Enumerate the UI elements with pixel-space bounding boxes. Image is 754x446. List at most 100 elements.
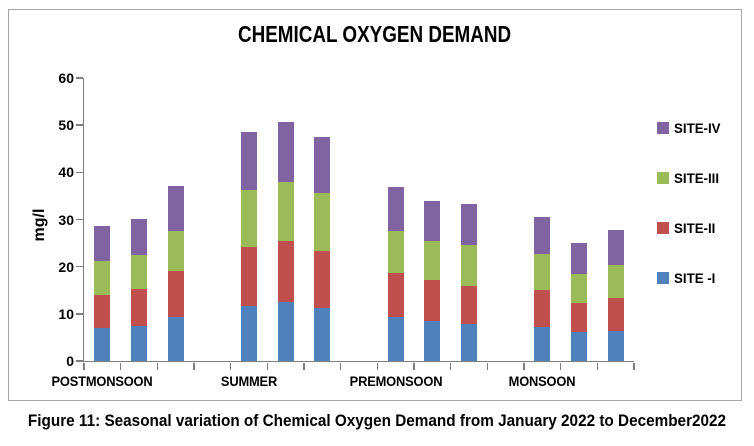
stacked-bar bbox=[131, 219, 147, 361]
x-axis-tick bbox=[266, 363, 269, 370]
bar-segment-site-iii bbox=[131, 255, 147, 289]
bar-segment-site-iv bbox=[167, 186, 184, 232]
x-axis-tick bbox=[633, 363, 635, 370]
bar-segment-site-i bbox=[167, 317, 184, 361]
bar-segment-site-ii bbox=[131, 288, 147, 326]
legend-item: SITE-III bbox=[657, 170, 723, 186]
bar-segment-site-iv bbox=[277, 122, 294, 182]
bar-segment-site-iii bbox=[277, 181, 294, 242]
bar-segment-site-i bbox=[607, 330, 624, 361]
bar-segment-site-ii bbox=[571, 303, 587, 333]
bar-segment-site-iv bbox=[131, 219, 147, 256]
legend-swatch bbox=[657, 222, 669, 234]
x-axis-tick bbox=[229, 363, 232, 370]
chart-title-text: CHEMICAL OXYGEN DEMAND bbox=[238, 21, 512, 47]
chart-title: CHEMICAL OXYGEN DEMAND bbox=[9, 21, 741, 48]
stacked-bar bbox=[94, 225, 111, 361]
x-axis-tick bbox=[486, 363, 489, 370]
legend-label: SITE -I bbox=[674, 270, 716, 286]
bar-segment-site-iii bbox=[607, 264, 624, 298]
y-tick-label: 20 bbox=[58, 258, 74, 275]
bar-segment-site-iv bbox=[607, 229, 624, 265]
category-label: MONSOON bbox=[508, 373, 576, 389]
legend-label: SITE-II bbox=[674, 220, 716, 236]
stacked-bar bbox=[571, 242, 587, 361]
stacked-bar bbox=[167, 186, 184, 361]
legend-swatch bbox=[657, 272, 669, 284]
bar-segment-site-iv bbox=[314, 136, 331, 194]
x-axis-tick bbox=[449, 363, 452, 370]
bar-segment-site-ii bbox=[461, 285, 477, 324]
bar-segment-site-i bbox=[277, 302, 294, 361]
bar-segment-site-ii bbox=[241, 246, 257, 306]
bar-segment-site-ii bbox=[277, 241, 294, 303]
y-tick-label: 60 bbox=[58, 70, 74, 86]
x-axis-tick bbox=[559, 363, 562, 370]
bar-segment-site-ii bbox=[424, 279, 441, 321]
bar-segment-site-ii bbox=[607, 297, 624, 331]
legend-swatch bbox=[657, 122, 669, 134]
bar-segment-site-iv bbox=[241, 132, 257, 190]
figure-caption: Figure 11: Seasonal variation of Chemica… bbox=[27, 411, 727, 430]
bar-segment-site-ii bbox=[387, 273, 404, 318]
bar-segment-site-iii bbox=[94, 261, 111, 296]
x-axis-tick bbox=[193, 363, 195, 370]
bar-segment-site-i bbox=[241, 305, 257, 361]
bar-segment-site-iv bbox=[461, 203, 477, 245]
legend-item: SITE -I bbox=[657, 270, 723, 286]
y-axis-tick bbox=[76, 360, 83, 362]
y-tick-label: 30 bbox=[58, 211, 74, 228]
y-tick-label: 0 bbox=[66, 353, 74, 369]
bar-segment-site-iv bbox=[424, 200, 441, 242]
stacked-bar bbox=[387, 186, 404, 361]
y-tick-label: 10 bbox=[58, 305, 74, 322]
y-axis-tick bbox=[76, 171, 83, 174]
stacked-bar bbox=[607, 229, 624, 361]
bar-segment-site-iii bbox=[387, 231, 404, 274]
bar-segment-site-ii bbox=[167, 270, 184, 318]
bar-segment-site-iv bbox=[571, 242, 587, 274]
category-label: SUMMER bbox=[220, 373, 278, 389]
x-axis-tick bbox=[83, 363, 85, 370]
stacked-bar bbox=[534, 217, 551, 361]
bar-segment-site-i bbox=[94, 328, 111, 361]
bar-segment-site-iv bbox=[94, 225, 111, 262]
stacked-bar bbox=[424, 200, 441, 361]
bar-segment-site-iii bbox=[461, 244, 477, 286]
bar-segment-site-i bbox=[424, 320, 441, 361]
bar-segment-site-iii bbox=[314, 193, 331, 251]
legend: SITE-IV SITE-III SITE-II SITE -I bbox=[657, 120, 723, 320]
bar-segment-site-iv bbox=[387, 186, 404, 232]
bar-segment-site-i bbox=[461, 323, 477, 361]
bar-segment-site-ii bbox=[94, 295, 111, 329]
bar-segment-site-ii bbox=[534, 290, 551, 328]
x-axis-tick bbox=[303, 363, 305, 370]
bar-segment-site-i bbox=[571, 332, 587, 361]
stacked-bar bbox=[461, 203, 477, 361]
category-label: PREMONSOON bbox=[349, 373, 442, 389]
category-label: POSTMONSOON bbox=[51, 373, 153, 389]
y-axis-tick bbox=[76, 77, 83, 79]
x-axis-tick bbox=[596, 363, 599, 370]
x-axis-tick bbox=[339, 363, 342, 370]
legend-item: SITE-IV bbox=[657, 120, 723, 136]
y-tick-label: 40 bbox=[58, 164, 74, 181]
y-axis-tick bbox=[76, 124, 83, 126]
x-axis-tick bbox=[413, 363, 415, 370]
legend-swatch bbox=[657, 172, 669, 184]
y-axis-tick bbox=[76, 218, 83, 221]
x-axis-tick bbox=[156, 363, 159, 370]
bar-segment-site-iii bbox=[167, 231, 184, 271]
x-axis-tick bbox=[119, 363, 122, 370]
legend-label: SITE-IV bbox=[674, 120, 721, 136]
bar-segment-site-i bbox=[314, 307, 331, 361]
stacked-bar bbox=[277, 122, 294, 361]
legend-label: SITE-III bbox=[674, 170, 720, 186]
bar-segment-site-iii bbox=[534, 253, 551, 291]
plot-area: 0 10 20 30 40 50 60 POSTMONSOON SUMMER PREMONSOON… bbox=[52, 70, 635, 389]
x-axis-tick bbox=[376, 363, 379, 370]
chart-frame: CHEMICAL OXYGEN DEMAND mg/l 0 10 20 30 40 50 6… bbox=[8, 9, 742, 401]
bar-segment-site-ii bbox=[314, 250, 331, 308]
bar-segment-site-iv bbox=[534, 217, 551, 254]
